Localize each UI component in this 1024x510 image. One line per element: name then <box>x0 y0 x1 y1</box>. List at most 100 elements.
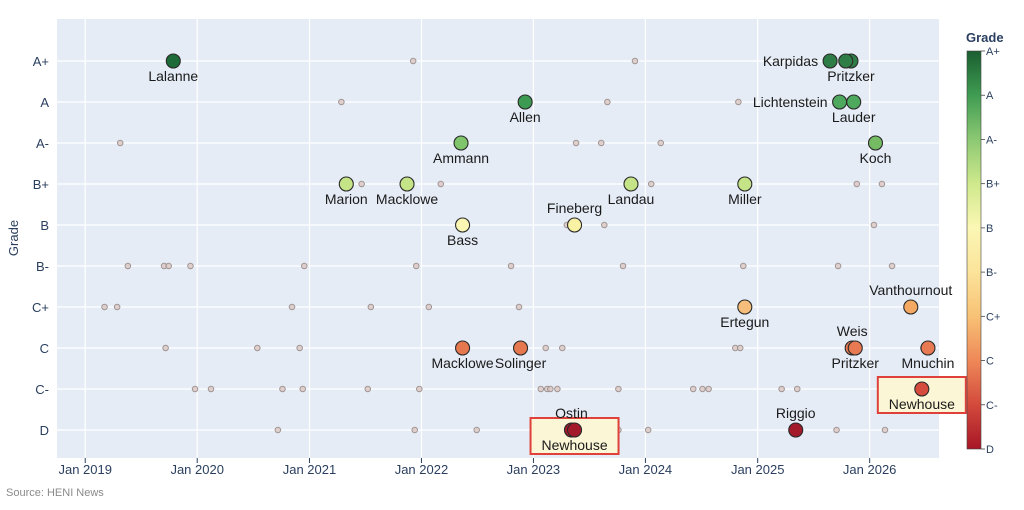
y-tick-label: A+ <box>33 54 49 69</box>
data-point <box>846 94 862 110</box>
data-label: Fineberg <box>547 200 602 216</box>
background-point <box>705 385 712 393</box>
data-label: Landau <box>608 191 655 207</box>
data-point <box>455 217 471 233</box>
background-point <box>116 139 124 147</box>
y-axis-title: Grade <box>6 220 21 256</box>
background-point <box>542 344 549 352</box>
background-point <box>736 344 744 352</box>
background-point <box>878 180 886 188</box>
data-label: Newhouse <box>889 396 955 412</box>
data-label: Lalanne <box>148 68 198 84</box>
data-label: Miller <box>728 191 762 207</box>
colorbar: Grade A+ A A- B+ B B- C+ C C- D <box>966 30 1004 456</box>
background-point <box>412 262 420 270</box>
data-label: Bass <box>447 232 478 248</box>
data-label: Riggio <box>776 405 816 421</box>
data-point <box>832 94 848 110</box>
background-point <box>254 344 261 352</box>
colorbar-title: Grade <box>966 30 1004 45</box>
point-labels: Lalanne Allen Ammann Marion Macklowe Bass Fine… <box>148 53 955 453</box>
colorbar-tick-label: B+ <box>986 179 1000 191</box>
data-label: Karpidas <box>763 53 818 69</box>
background-point <box>834 262 842 270</box>
y-tick-label: C- <box>35 382 49 397</box>
y-tick-label: B+ <box>33 177 49 192</box>
data-label: Marion <box>325 191 368 207</box>
background-point <box>619 262 627 270</box>
background-point <box>101 303 108 311</box>
data-point <box>847 340 863 356</box>
background-point <box>740 262 747 270</box>
data-point <box>517 94 533 110</box>
x-tick-label: Jan 2026 <box>843 462 897 477</box>
data-point <box>737 176 753 192</box>
data-label: Koch <box>860 150 892 166</box>
background-point <box>425 303 433 311</box>
data-point <box>399 176 415 192</box>
background-point <box>699 385 706 393</box>
colorbar-tick-label: B- <box>986 267 997 279</box>
x-tick-label: Jan 2019 <box>58 462 112 477</box>
data-label: Vanthournout <box>869 282 952 298</box>
y-tick-label: B- <box>36 259 49 274</box>
x-tick-label: Jan 2020 <box>170 462 224 477</box>
background-point <box>601 221 608 229</box>
background-point <box>191 385 199 393</box>
data-point <box>165 53 181 69</box>
x-tick-label: Jan 2024 <box>619 462 673 477</box>
data-label: Weis <box>837 323 868 339</box>
background-point <box>833 426 840 434</box>
background-point <box>794 385 801 393</box>
background-point <box>644 426 652 434</box>
data-label: Allen <box>510 109 541 125</box>
data-point <box>822 53 838 69</box>
background-point <box>657 139 664 147</box>
background-point <box>338 98 345 106</box>
background-point <box>631 57 639 65</box>
data-point <box>453 135 469 151</box>
colorbar-gradient <box>966 50 982 450</box>
background-point <box>690 385 697 393</box>
background-point <box>547 385 554 393</box>
data-point <box>566 217 583 233</box>
background-point <box>274 426 282 434</box>
plot-background <box>57 19 939 458</box>
background-point <box>207 385 215 393</box>
background-point <box>296 344 303 352</box>
data-point <box>338 176 354 192</box>
background-point <box>165 262 172 270</box>
data-point <box>838 53 854 69</box>
data-point <box>920 340 936 356</box>
data-label: Pritzker <box>832 355 880 371</box>
data-label: Ostin <box>555 405 588 421</box>
data-label: Lichtenstein <box>753 94 828 110</box>
background-points <box>101 57 927 434</box>
background-point <box>288 303 296 311</box>
colorbar-tick-label: C <box>986 356 994 368</box>
background-point <box>572 139 580 147</box>
background-point <box>735 98 742 106</box>
background-point <box>358 180 365 188</box>
data-label: Newhouse <box>541 437 607 453</box>
background-point <box>367 303 375 311</box>
data-label: Ertegun <box>720 314 769 330</box>
y-tick-label: A <box>40 95 49 110</box>
background-point <box>124 262 132 270</box>
x-tick-label: Jan 2025 <box>731 462 785 477</box>
y-tick-label: C <box>40 341 49 356</box>
data-label: Macklowe <box>431 355 493 371</box>
gridlines <box>57 19 939 458</box>
background-point <box>870 221 878 229</box>
data-point <box>512 340 529 356</box>
x-tick-labels: Jan 2019 Jan 2020 Jan 2021 Jan 2022 Jan 2023… <box>58 458 896 477</box>
colorbar-tick-label: A+ <box>986 46 1000 58</box>
colorbar-tick-label: C- <box>986 400 998 412</box>
background-point <box>113 303 121 311</box>
colorbar-tick-label: B <box>986 223 993 235</box>
background-point <box>597 139 605 147</box>
background-point <box>888 262 896 270</box>
background-point <box>299 385 306 393</box>
data-point <box>914 381 930 397</box>
